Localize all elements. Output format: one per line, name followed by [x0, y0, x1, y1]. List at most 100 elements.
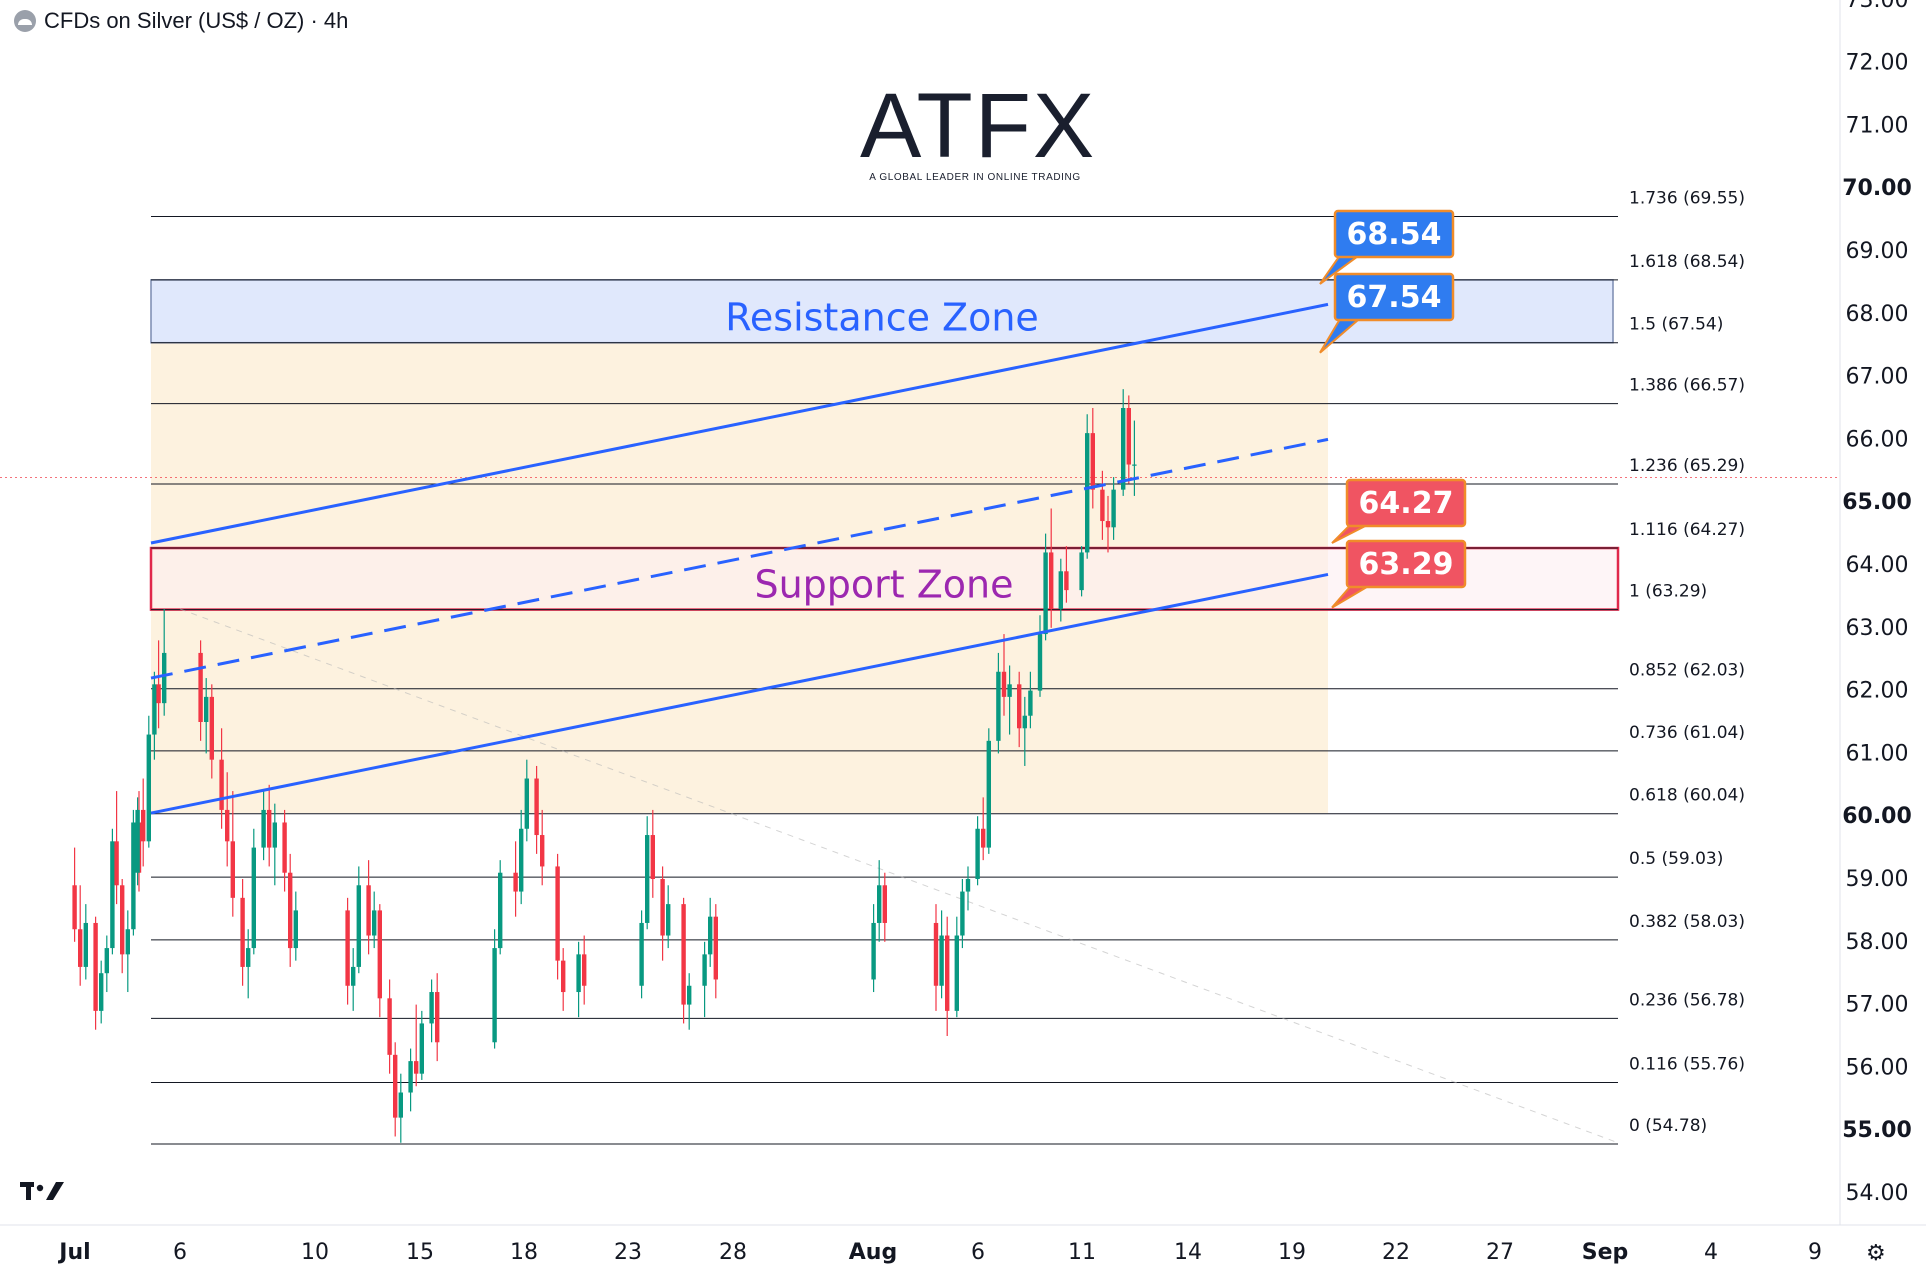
- candle[interactable]: [246, 929, 251, 999]
- candle[interactable]: [513, 841, 518, 917]
- candle[interactable]: [1001, 634, 1007, 716]
- candle[interactable]: [945, 916, 950, 1036]
- candle[interactable]: [1028, 671, 1033, 729]
- candle[interactable]: [996, 652, 1001, 754]
- candle[interactable]: [1079, 546, 1084, 597]
- candle[interactable]: [555, 853, 560, 980]
- candle[interactable]: [933, 904, 939, 1011]
- candle[interactable]: [965, 866, 971, 911]
- candle[interactable]: [681, 897, 686, 1024]
- candle[interactable]: [1126, 395, 1131, 484]
- candle[interactable]: [398, 1073, 403, 1143]
- candle[interactable]: [498, 860, 503, 955]
- candle[interactable]: [99, 960, 104, 1024]
- candle[interactable]: [986, 728, 991, 854]
- candle[interactable]: [1090, 408, 1095, 509]
- candle[interactable]: [960, 879, 965, 949]
- candle[interactable]: [650, 809, 655, 898]
- candle[interactable]: [666, 885, 671, 949]
- candle[interactable]: [702, 941, 707, 1018]
- candle[interactable]: [419, 1010, 424, 1080]
- candle[interactable]: [414, 1004, 419, 1087]
- candle[interactable]: [251, 828, 256, 955]
- candle[interactable]: [72, 847, 77, 942]
- candle[interactable]: [293, 891, 298, 961]
- candle[interactable]: [110, 828, 115, 955]
- candle[interactable]: [209, 684, 214, 779]
- candle[interactable]: [660, 866, 665, 961]
- candle[interactable]: [146, 715, 151, 848]
- candle[interactable]: [582, 935, 587, 1005]
- candle[interactable]: [219, 728, 224, 829]
- candle[interactable]: [713, 904, 718, 999]
- candle[interactable]: [366, 860, 371, 955]
- tradingview-logo-icon[interactable]: [20, 1180, 66, 1202]
- candle[interactable]: [639, 910, 644, 999]
- candle[interactable]: [975, 816, 980, 886]
- candle[interactable]: [877, 860, 882, 942]
- candle[interactable]: [125, 910, 130, 993]
- candle[interactable]: [981, 797, 986, 861]
- candle[interactable]: [408, 1048, 413, 1112]
- candle[interactable]: [1049, 508, 1054, 628]
- candle[interactable]: [1111, 477, 1116, 540]
- candle[interactable]: [104, 935, 109, 993]
- candle[interactable]: [393, 1042, 398, 1137]
- candle[interactable]: [135, 797, 140, 886]
- candle[interactable]: [561, 948, 566, 1011]
- candle[interactable]: [230, 791, 235, 917]
- channel-lower-line[interactable]: [150, 572, 1329, 815]
- candle[interactable]: [267, 784, 272, 867]
- candle[interactable]: [1022, 696, 1027, 766]
- candle[interactable]: [78, 885, 83, 986]
- candle[interactable]: [1037, 615, 1043, 697]
- price-callout-68-54[interactable]: 68.54: [1319, 209, 1455, 285]
- candle[interactable]: [156, 640, 161, 729]
- candle[interactable]: [93, 916, 98, 1030]
- candle[interactable]: [372, 891, 377, 949]
- candle[interactable]: [492, 929, 497, 1049]
- gear-icon[interactable]: ⚙: [1866, 1240, 1886, 1265]
- candle[interactable]: [1058, 558, 1063, 622]
- candle[interactable]: [1064, 546, 1069, 603]
- candle[interactable]: [152, 671, 157, 760]
- candle[interactable]: [282, 809, 287, 892]
- candle[interactable]: [1085, 414, 1090, 559]
- candle[interactable]: [1017, 671, 1022, 748]
- candle[interactable]: [198, 640, 203, 741]
- candle[interactable]: [83, 904, 88, 980]
- candle[interactable]: [204, 678, 209, 754]
- candle[interactable]: [534, 765, 539, 854]
- candle[interactable]: [356, 866, 361, 974]
- candle[interactable]: [345, 897, 350, 1005]
- candle[interactable]: [1100, 470, 1105, 540]
- candle[interactable]: [1007, 665, 1012, 735]
- candle[interactable]: [540, 809, 545, 886]
- candle[interactable]: [240, 879, 245, 986]
- candle[interactable]: [954, 916, 959, 1018]
- candle[interactable]: [687, 973, 692, 1030]
- candle[interactable]: [351, 948, 356, 1011]
- candle[interactable]: [871, 904, 876, 993]
- candle[interactable]: [272, 803, 277, 886]
- candle[interactable]: [141, 778, 146, 867]
- candle[interactable]: [377, 904, 382, 1018]
- price-callout-64-27[interactable]: 64.27: [1331, 478, 1467, 544]
- candle[interactable]: [645, 816, 650, 930]
- candle[interactable]: [120, 879, 125, 974]
- candle[interactable]: [1121, 389, 1126, 496]
- candle[interactable]: [162, 608, 167, 716]
- price-callout-63-29[interactable]: 63.29: [1331, 539, 1467, 609]
- candle[interactable]: [1043, 533, 1048, 641]
- candle[interactable]: [225, 772, 230, 867]
- candle[interactable]: [261, 791, 266, 861]
- candle[interactable]: [1132, 420, 1137, 496]
- channel-upper-line[interactable]: [150, 302, 1329, 545]
- candle[interactable]: [882, 872, 887, 942]
- candle[interactable]: [1105, 495, 1111, 553]
- candle[interactable]: [387, 979, 392, 1074]
- candle[interactable]: [435, 973, 440, 1062]
- candle[interactable]: [939, 910, 944, 999]
- candle[interactable]: [288, 853, 293, 967]
- candle[interactable]: [576, 941, 581, 1018]
